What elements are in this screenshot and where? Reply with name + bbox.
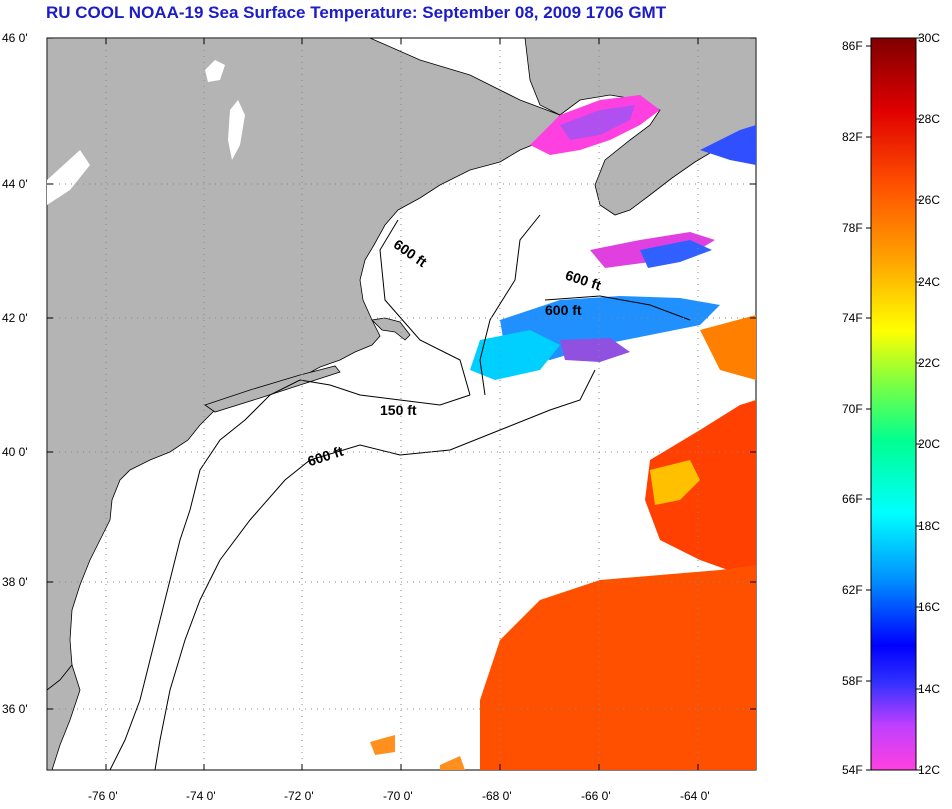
colorbar-c-label: 26C — [918, 193, 941, 207]
lake — [47, 150, 90, 205]
land-delmarva — [47, 664, 81, 770]
colorbar-c-label: 20C — [918, 437, 941, 451]
sst-bay-of-fundy-core — [560, 105, 635, 140]
colorbar-f-label: 78F — [842, 221, 863, 235]
colorbar — [870, 37, 917, 771]
lon-label: -68 0' — [482, 789, 512, 803]
sst-george-bank-purple — [560, 338, 630, 362]
contour-label: 600 ft — [545, 302, 582, 318]
sst-gulf-stream-yellow — [650, 460, 700, 505]
lon-label: -74 0' — [186, 789, 216, 803]
sst-slope-warm-east — [700, 315, 756, 380]
colorbar-c-label: 12C — [918, 763, 941, 777]
lon-label: -70 0' — [383, 789, 413, 803]
sst-ns-east — [700, 125, 756, 165]
lon-label: -66 0' — [581, 789, 611, 803]
lat-label: 36 0' — [2, 702, 28, 716]
sst-gulf-stream-south — [480, 565, 756, 770]
lat-label: 46 0' — [2, 31, 28, 45]
colorbar-f-label: 66F — [842, 492, 863, 506]
sst-warm-speck — [440, 756, 465, 770]
lat-label: 44 0' — [2, 177, 28, 191]
colorbar-c-label: 30C — [918, 31, 941, 45]
sst-warm-speck — [370, 735, 395, 755]
colorbar-c-label: 22C — [918, 356, 941, 370]
lon-label: -64 0' — [680, 789, 710, 803]
lat-label: 40 0' — [2, 445, 28, 459]
lat-lon-grid — [47, 38, 756, 770]
colorbar-c-label: 14C — [918, 682, 941, 696]
colorbar-c-label: 28C — [918, 112, 941, 126]
lon-label: -72 0' — [284, 789, 314, 803]
lat-label: 42 0' — [2, 311, 28, 325]
land-long-island — [204, 365, 341, 413]
colorbar-f-label: 74F — [842, 311, 863, 325]
colorbar-f-label: 82F — [842, 130, 863, 144]
colorbar-f-label: 70F — [842, 402, 863, 416]
colorbar-c-label: 18C — [918, 519, 941, 533]
colorbar-f-label: 54F — [842, 763, 863, 777]
colorbar-c-label: 16C — [918, 600, 941, 614]
depth-contours — [109, 214, 691, 771]
sst-gulf-stream-north — [645, 400, 756, 580]
colorbar-f-label: 86F — [842, 39, 863, 53]
colorbar-c-label: 24C — [918, 275, 941, 289]
colorbar-f-label: 62F — [842, 583, 863, 597]
land-mainland — [47, 38, 561, 691]
colorbar-f-label: 58F — [842, 674, 863, 688]
lake — [228, 100, 245, 160]
colorbar-ticks — [866, 37, 921, 771]
sst-george-bank-cyan — [470, 330, 560, 380]
contour-label: 150 ft — [380, 402, 417, 418]
lake — [205, 60, 225, 82]
sst-gulf-maine-blue — [640, 240, 712, 268]
land-cape-cod — [371, 317, 411, 341]
lon-label: -76 0' — [88, 789, 118, 803]
lat-label: 38 0' — [2, 575, 28, 589]
map-title: RU COOL NOAA-19 Sea Surface Temperature:… — [46, 3, 667, 22]
map-ticks — [47, 37, 756, 770]
